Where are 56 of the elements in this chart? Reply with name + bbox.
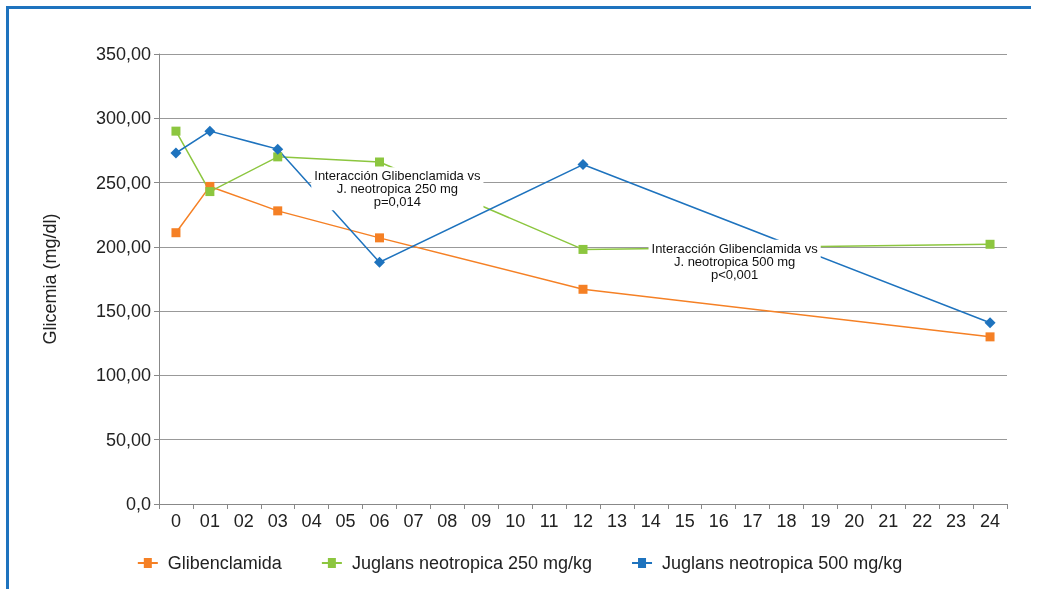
x-tick-label: 16 bbox=[708, 511, 729, 531]
point bbox=[373, 256, 385, 268]
x-tick-label: 18 bbox=[776, 511, 797, 531]
point bbox=[578, 284, 588, 294]
y-tick-label: 0,0 bbox=[125, 494, 151, 514]
point bbox=[374, 157, 384, 167]
x-tick-label: 11 bbox=[539, 511, 559, 531]
legend-label: Glibenclamida bbox=[167, 553, 283, 573]
x-tick-label: 20 bbox=[844, 511, 865, 531]
x-tick-label: 17 bbox=[742, 511, 763, 531]
x-tick-label: 21 bbox=[878, 511, 899, 531]
y-axis-title: Glicemia (mg/dl) bbox=[40, 213, 60, 345]
x-tick-label: 14 bbox=[640, 511, 661, 531]
x-tick-label: 08 bbox=[437, 511, 458, 531]
y-tick-label: 100,00 bbox=[95, 365, 151, 386]
x-tick-label: 15 bbox=[674, 511, 695, 531]
x-tick-label: 03 bbox=[267, 511, 288, 531]
y-tick-label: 350,00 bbox=[95, 44, 151, 64]
point bbox=[171, 126, 181, 136]
point bbox=[171, 228, 181, 238]
x-tick-label: 12 bbox=[572, 511, 594, 531]
x-tick-label: 07 bbox=[403, 511, 424, 531]
annotation: Interacción Glibenclamida vs J. neotropica 250 mg p=0,014 bbox=[314, 168, 481, 210]
point bbox=[204, 125, 216, 137]
x-tick-label: 10 bbox=[505, 511, 526, 531]
y-tick-label: 200,00 bbox=[95, 236, 151, 257]
x-tick-label: 22 bbox=[912, 511, 933, 531]
x-tick-label: 19 bbox=[810, 511, 831, 531]
x-tick-label: 23 bbox=[946, 511, 967, 531]
point bbox=[578, 244, 588, 254]
x-tick-label: 02 bbox=[233, 511, 254, 531]
x-tick-label: 01 bbox=[199, 511, 220, 531]
x-tick-label: 05 bbox=[335, 511, 356, 531]
point bbox=[577, 159, 589, 171]
x-tick-label: 06 bbox=[369, 511, 390, 531]
point bbox=[984, 317, 996, 329]
x-tick-label: 04 bbox=[301, 511, 322, 531]
point bbox=[273, 152, 283, 162]
y-tick-label: 300,00 bbox=[95, 108, 151, 129]
y-tick-label: 250,00 bbox=[95, 172, 151, 193]
point bbox=[170, 147, 182, 159]
point bbox=[273, 206, 283, 216]
x-tick-label: 13 bbox=[606, 511, 627, 531]
point bbox=[272, 143, 284, 155]
x-tick-label: 09 bbox=[471, 511, 492, 531]
legend-label: Juglans neotropica 500 mg/kg bbox=[662, 553, 903, 573]
x-tick-label: 24 bbox=[980, 511, 1001, 531]
y-tick-label: 50,00 bbox=[105, 429, 151, 450]
point bbox=[205, 187, 215, 197]
point bbox=[374, 233, 384, 243]
annotation: Interacción Glibenclamida vs J. neotropica 500 mg p<0,001 bbox=[651, 240, 819, 282]
legend-label: Juglans neotropica 250 mg/kg bbox=[351, 553, 593, 573]
x-tick-label: 0 bbox=[170, 511, 181, 531]
point bbox=[985, 332, 995, 342]
point bbox=[985, 239, 995, 249]
y-tick-label: 150,00 bbox=[95, 301, 151, 322]
